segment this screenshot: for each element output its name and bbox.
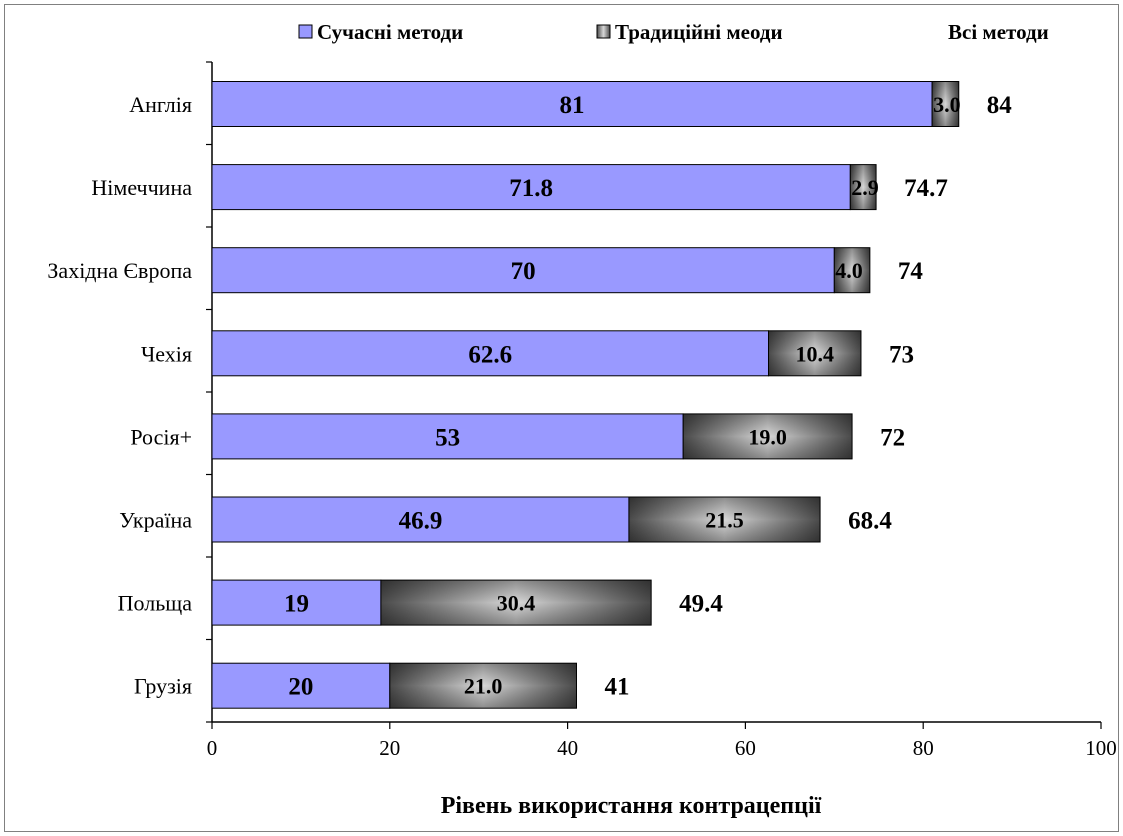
x-tick-label-100: 100 bbox=[1085, 736, 1117, 760]
legend-swatch-traditional bbox=[596, 24, 611, 39]
bar-label-modern-грузія: 20 bbox=[288, 674, 313, 701]
category-label-україна: Україна bbox=[119, 508, 192, 533]
legend: Сучасні методи Традиційні меоди Всі мето… bbox=[298, 20, 1049, 44]
legend-item-traditional: Традиційні меоди bbox=[596, 20, 783, 44]
legend-label-traditional: Традиційні меоди bbox=[615, 20, 783, 44]
x-tick-label-20: 20 bbox=[379, 736, 400, 760]
bar-modern-грузія bbox=[211, 662, 391, 709]
x-tick-label-40: 40 bbox=[557, 736, 578, 760]
bar-label-traditional-західна-європа: 4.0 bbox=[835, 258, 863, 283]
bar-modern-англія bbox=[211, 81, 933, 127]
bar-label-modern-німеччина: 71.8 bbox=[509, 175, 553, 202]
bar-label-traditional-чехія: 10.4 bbox=[795, 341, 834, 366]
bar-label-traditional-україна: 21.5 bbox=[705, 508, 744, 533]
bar-label-traditional-грузія: 21.0 bbox=[464, 674, 503, 699]
x-axis-title: Рівень використання контрацепції bbox=[441, 793, 822, 819]
legend-label-all: Всі методи bbox=[948, 20, 1049, 44]
bar-traditional-shade-англія bbox=[932, 81, 959, 127]
category-label-грузія: Грузія bbox=[134, 674, 192, 699]
bar-traditional-shade-польща bbox=[380, 580, 652, 626]
bar-modern-чехія bbox=[211, 330, 770, 377]
total-label-україна: 68.4 bbox=[848, 508, 892, 535]
bar-label-modern-англія: 81 bbox=[560, 92, 585, 119]
bar-modern-україна bbox=[211, 496, 630, 543]
bar-modern-росія- bbox=[211, 413, 684, 460]
bar-label-modern-польща: 19 bbox=[284, 591, 309, 618]
bar-label-modern-росія-: 53 bbox=[435, 424, 460, 451]
total-label-чехія: 73 bbox=[889, 341, 914, 368]
bar-label-traditional-німеччина: 2.9 bbox=[851, 175, 879, 200]
category-label-росія-: Росія+ bbox=[130, 424, 192, 449]
bar-traditional-shade-західна-європа bbox=[834, 247, 870, 293]
x-tick-label-60: 60 bbox=[735, 736, 756, 760]
plot-area: 0 20 40 60 80 100 Англія 81 3.0 84 Німеччина 71.8 2.… bbox=[47, 61, 1117, 760]
bar-label-modern-україна: 46.9 bbox=[399, 508, 443, 535]
bar-traditional-shade-грузія bbox=[389, 663, 577, 709]
category-label-чехія: Чехія bbox=[141, 341, 192, 366]
x-tick-label-0: 0 bbox=[207, 736, 218, 760]
legend-item-modern: Сучасні методи bbox=[298, 20, 463, 44]
total-label-англія: 84 bbox=[987, 92, 1013, 119]
bar-label-traditional-росія-: 19.0 bbox=[748, 424, 787, 449]
bar-modern-західна-європа bbox=[211, 247, 835, 294]
bar-traditional-shade-чехія bbox=[768, 330, 861, 376]
legend-label-modern: Сучасні методи bbox=[317, 20, 463, 44]
bar-label-traditional-польща: 30.4 bbox=[497, 591, 536, 616]
legend-swatch-modern bbox=[298, 24, 313, 39]
category-label-західна-європа: Західна Європа bbox=[47, 258, 192, 283]
total-label-росія-: 72 bbox=[880, 424, 905, 451]
total-label-німеччина: 74.7 bbox=[904, 175, 948, 202]
bar-traditional-shade-україна bbox=[628, 497, 821, 542]
bar-label-modern-чехія: 62.6 bbox=[468, 341, 512, 368]
bar-label-modern-західна-європа: 70 bbox=[511, 258, 536, 285]
total-label-західна-європа: 74 bbox=[898, 258, 924, 285]
x-tick-label-80: 80 bbox=[913, 736, 934, 760]
total-label-польща: 49.4 bbox=[679, 591, 723, 618]
legend-item-all: Всі методи bbox=[948, 20, 1049, 44]
category-label-польща: Польща bbox=[118, 591, 193, 616]
category-label-англія: Англія bbox=[129, 92, 192, 117]
category-label-німеччина: Німеччина bbox=[91, 175, 192, 200]
total-label-грузія: 41 bbox=[604, 674, 629, 701]
bar-label-traditional-англія: 3.0 bbox=[933, 92, 961, 117]
bar-traditional-shade-німеччина bbox=[850, 164, 877, 210]
bar-traditional-shade-росія- bbox=[683, 413, 853, 459]
